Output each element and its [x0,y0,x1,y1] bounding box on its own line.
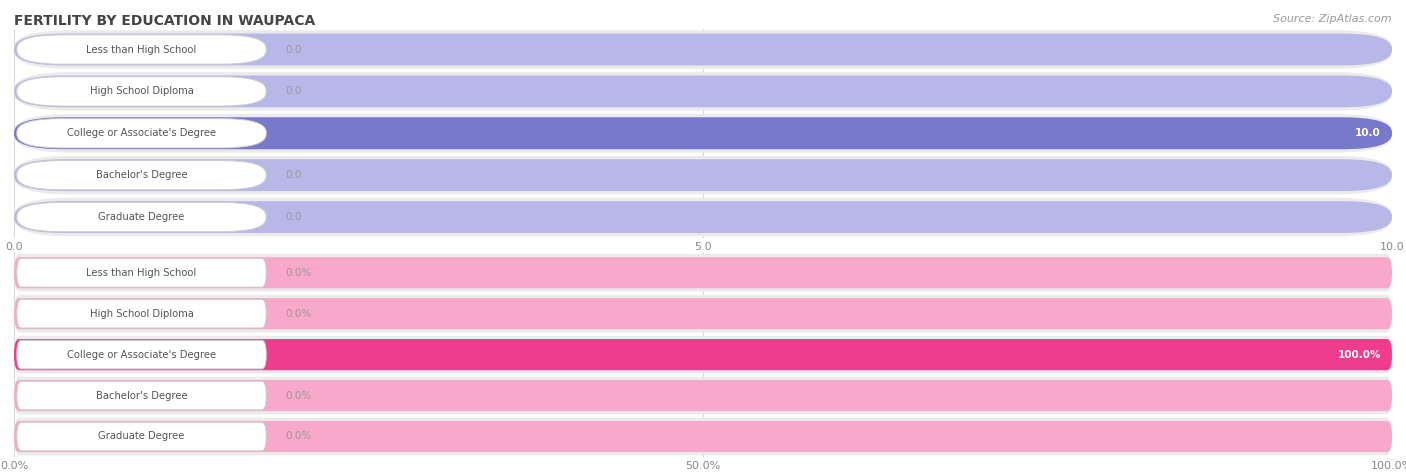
Text: Bachelor's Degree: Bachelor's Degree [96,170,187,180]
FancyBboxPatch shape [14,254,1392,292]
Text: 0.0%: 0.0% [285,268,312,278]
Text: Less than High School: Less than High School [86,268,197,278]
Text: 100.0%: 100.0% [1337,349,1381,360]
FancyBboxPatch shape [17,299,266,328]
FancyBboxPatch shape [14,339,1392,370]
FancyBboxPatch shape [14,421,1392,452]
Text: 0.0: 0.0 [285,212,302,222]
FancyBboxPatch shape [14,377,1392,415]
Text: 0.0%: 0.0% [285,431,312,442]
Text: 0.0: 0.0 [285,44,302,55]
Text: 0.0%: 0.0% [285,390,312,401]
FancyBboxPatch shape [14,159,1392,191]
FancyBboxPatch shape [14,295,1392,333]
Text: Less than High School: Less than High School [86,44,197,55]
FancyBboxPatch shape [14,336,1392,374]
FancyBboxPatch shape [14,156,1392,194]
FancyBboxPatch shape [14,417,1392,456]
FancyBboxPatch shape [14,257,1392,288]
FancyBboxPatch shape [17,35,266,64]
FancyBboxPatch shape [14,72,1392,110]
Text: College or Associate's Degree: College or Associate's Degree [67,349,217,360]
Text: 10.0: 10.0 [1355,128,1381,139]
Text: Source: ZipAtlas.com: Source: ZipAtlas.com [1274,14,1392,24]
FancyBboxPatch shape [14,298,1392,329]
Text: FERTILITY BY EDUCATION IN WAUPACA: FERTILITY BY EDUCATION IN WAUPACA [14,14,315,28]
FancyBboxPatch shape [17,119,266,148]
FancyBboxPatch shape [17,202,266,232]
Text: High School Diploma: High School Diploma [90,308,194,319]
Text: 0.0: 0.0 [285,86,302,97]
FancyBboxPatch shape [17,160,266,190]
FancyBboxPatch shape [17,258,266,287]
FancyBboxPatch shape [14,34,1392,65]
FancyBboxPatch shape [17,422,266,451]
FancyBboxPatch shape [17,381,266,410]
FancyBboxPatch shape [14,198,1392,236]
Text: Graduate Degree: Graduate Degree [98,431,184,442]
FancyBboxPatch shape [14,118,1392,149]
Text: 0.0: 0.0 [285,170,302,180]
FancyBboxPatch shape [14,339,1392,370]
FancyBboxPatch shape [14,380,1392,411]
FancyBboxPatch shape [14,201,1392,233]
FancyBboxPatch shape [14,118,1392,149]
FancyBboxPatch shape [17,77,266,106]
Text: Graduate Degree: Graduate Degree [98,212,184,222]
FancyBboxPatch shape [14,30,1392,69]
FancyBboxPatch shape [17,340,266,369]
Text: College or Associate's Degree: College or Associate's Degree [67,128,217,139]
Text: Bachelor's Degree: Bachelor's Degree [96,390,187,401]
Text: High School Diploma: High School Diploma [90,86,194,97]
FancyBboxPatch shape [14,76,1392,107]
FancyBboxPatch shape [14,114,1392,152]
Text: 0.0%: 0.0% [285,308,312,319]
